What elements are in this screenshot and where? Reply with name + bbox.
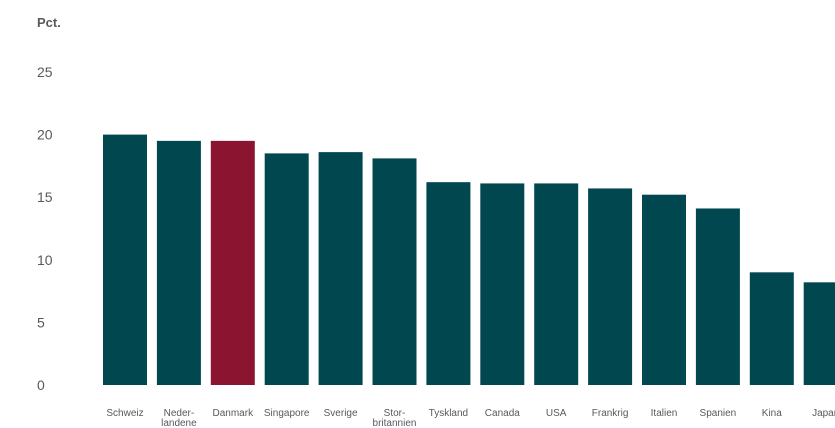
- bar: [803, 282, 835, 385]
- y-tick-label: 15: [37, 189, 53, 205]
- x-tick-label: Schweiz: [106, 408, 143, 419]
- y-tick-label: 10: [37, 252, 53, 268]
- y-tick-label: 5: [37, 314, 45, 330]
- x-tick-label: Tyskland: [429, 408, 468, 419]
- x-axis-labels: Schweiz Neder-landene Danmark Singapore Sver…: [106, 408, 835, 428]
- x-tick-label: Sverige: [324, 408, 358, 419]
- bar: [642, 194, 686, 385]
- x-tick-label: Canada: [485, 408, 520, 419]
- x-tick-label: Japan: [812, 408, 835, 419]
- x-tick-label: Kina: [762, 408, 782, 419]
- y-tick-label: 25: [37, 64, 53, 80]
- y-tick-label: 20: [37, 127, 53, 143]
- x-tick-label: Spanien: [700, 408, 737, 419]
- x-tick-label: Singapore: [264, 408, 310, 419]
- bar: [372, 158, 417, 385]
- x-tick-label: Stor-britannien: [373, 408, 417, 428]
- bar: [749, 272, 794, 385]
- bar: [480, 183, 525, 385]
- x-tick-label: Frankrig: [592, 408, 629, 419]
- bar: [156, 140, 201, 385]
- x-tick-label: Danmark: [213, 408, 255, 419]
- bar: [103, 134, 147, 385]
- bar: [318, 152, 363, 385]
- bar: [588, 188, 633, 385]
- bar: [426, 182, 471, 385]
- bars: [103, 134, 835, 385]
- bar: [210, 140, 255, 385]
- bar: [264, 153, 309, 385]
- y-axis-label: Pct.: [37, 15, 61, 30]
- x-tick-label: USA: [546, 408, 567, 419]
- bar: [695, 208, 740, 385]
- bar: [534, 183, 579, 385]
- y-axis-ticks: 0 5 10 15 20 25: [37, 64, 53, 393]
- x-tick-label: Neder-landene: [161, 408, 197, 428]
- x-tick-label: Italien: [651, 408, 678, 419]
- y-tick-label: 0: [37, 377, 45, 393]
